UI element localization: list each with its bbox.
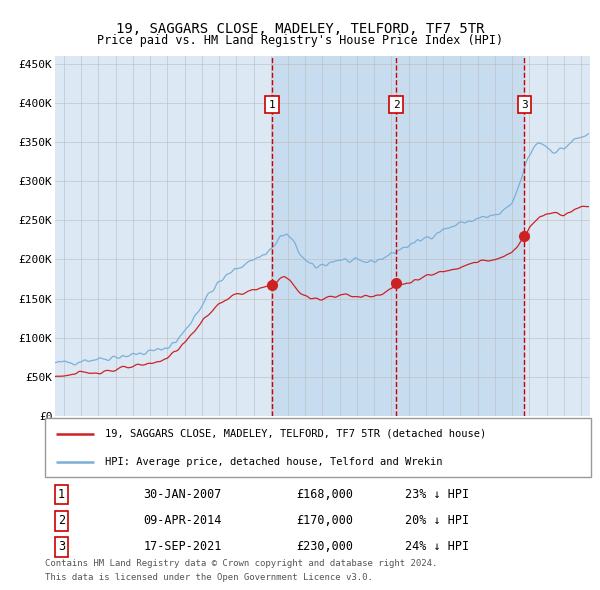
- Text: £168,000: £168,000: [296, 488, 353, 501]
- Bar: [272, 56, 524, 416]
- Text: Contains HM Land Registry data © Crown copyright and database right 2024.: Contains HM Land Registry data © Crown c…: [45, 559, 437, 568]
- Text: 09-APR-2014: 09-APR-2014: [143, 514, 221, 527]
- Text: £230,000: £230,000: [296, 540, 353, 553]
- Text: 19, SAGGARS CLOSE, MADELEY, TELFORD, TF7 5TR (detached house): 19, SAGGARS CLOSE, MADELEY, TELFORD, TF7…: [105, 429, 487, 438]
- Text: HPI: Average price, detached house, Telford and Wrekin: HPI: Average price, detached house, Telf…: [105, 457, 443, 467]
- Text: 17-SEP-2021: 17-SEP-2021: [143, 540, 221, 553]
- FancyBboxPatch shape: [45, 418, 591, 477]
- Text: 24% ↓ HPI: 24% ↓ HPI: [406, 540, 469, 553]
- Text: 20% ↓ HPI: 20% ↓ HPI: [406, 514, 469, 527]
- Text: £170,000: £170,000: [296, 514, 353, 527]
- Text: 3: 3: [521, 100, 528, 110]
- Text: 1: 1: [58, 488, 65, 501]
- Text: 19, SAGGARS CLOSE, MADELEY, TELFORD, TF7 5TR: 19, SAGGARS CLOSE, MADELEY, TELFORD, TF7…: [116, 22, 484, 36]
- Text: 2: 2: [393, 100, 400, 110]
- Text: 3: 3: [58, 540, 65, 553]
- Text: This data is licensed under the Open Government Licence v3.0.: This data is licensed under the Open Gov…: [45, 573, 373, 582]
- Text: 23% ↓ HPI: 23% ↓ HPI: [406, 488, 469, 501]
- Text: 1: 1: [269, 100, 275, 110]
- Text: Price paid vs. HM Land Registry's House Price Index (HPI): Price paid vs. HM Land Registry's House …: [97, 34, 503, 47]
- Text: 2: 2: [58, 514, 65, 527]
- Text: 30-JAN-2007: 30-JAN-2007: [143, 488, 221, 501]
